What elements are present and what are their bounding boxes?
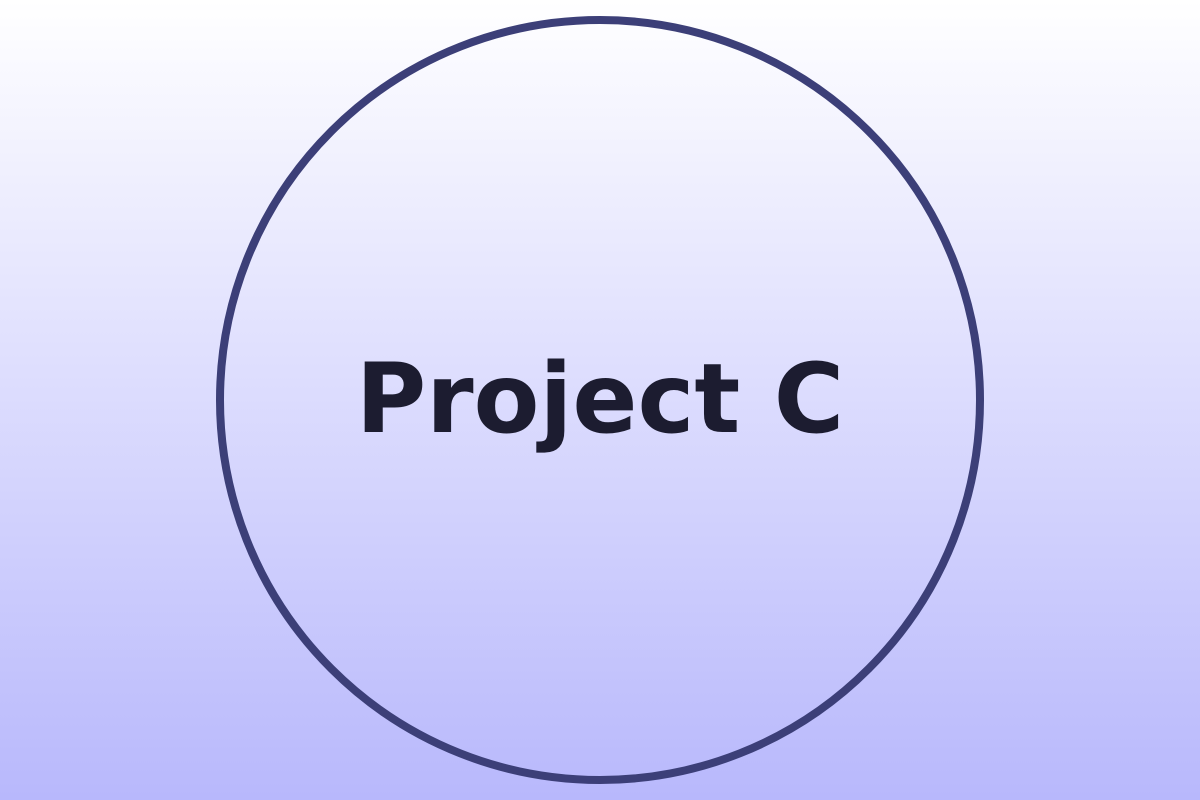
circle-outline: [216, 16, 984, 784]
project-title: Project C: [355, 343, 845, 455]
